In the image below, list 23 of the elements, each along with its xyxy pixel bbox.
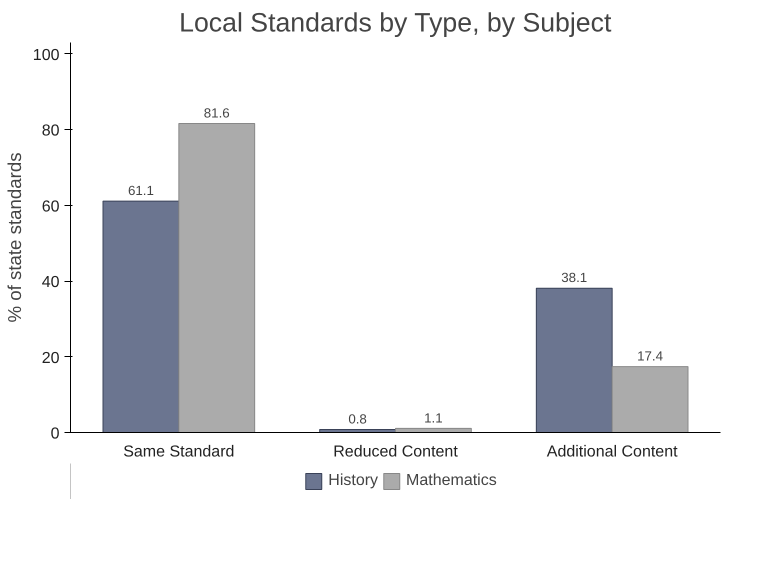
data-label: 17.4 (637, 348, 664, 364)
y-axis-title: % of state standards (4, 152, 25, 323)
bar (102, 200, 180, 432)
data-label: 61.1 (128, 183, 154, 198)
y-tick-label: 40 (42, 274, 60, 292)
x-tick-label: Additional Content (546, 444, 678, 460)
y-tick-label: 0 (50, 426, 60, 442)
x-tick-label: Same Standard (123, 444, 234, 460)
bar (536, 288, 613, 432)
chart-title: Local Standards by Type, by Subject (179, 8, 612, 38)
y-tick-label: 60 (42, 198, 60, 216)
legend-label: Mathematics (406, 472, 497, 490)
x-tick-label: Reduced Content (333, 444, 458, 460)
y-tick-label: 20 (42, 350, 60, 367)
y-tick-label: 100 (32, 46, 60, 64)
data-label: 0.8 (348, 411, 367, 426)
data-label: 1.1 (424, 410, 443, 426)
data-label: 81.6 (204, 106, 230, 121)
bar (178, 123, 256, 432)
legend-label: History (328, 472, 378, 490)
y-tick-label: 80 (42, 122, 60, 140)
bar (612, 366, 688, 432)
data-label: 38.1 (561, 270, 588, 286)
